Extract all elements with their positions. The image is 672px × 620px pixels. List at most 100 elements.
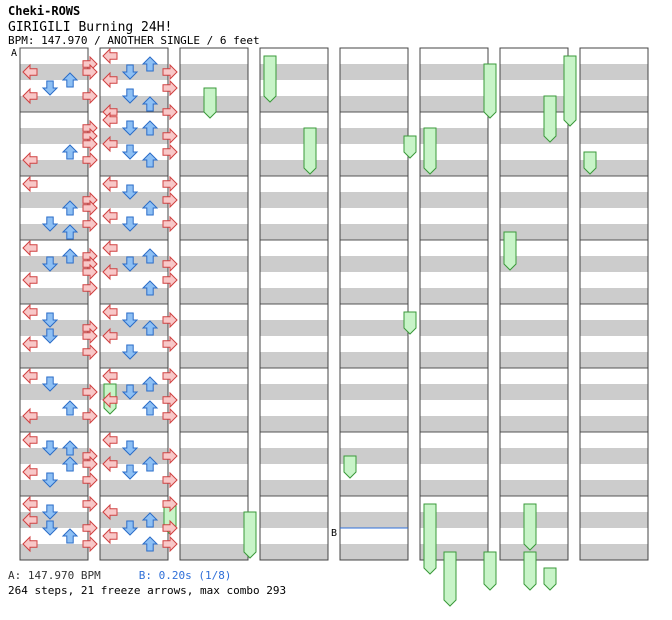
freeze-arrow xyxy=(443,551,457,607)
beat-stripe xyxy=(260,320,328,336)
beat-stripe xyxy=(420,336,488,352)
column-border xyxy=(339,47,409,561)
beat-stripe xyxy=(260,464,328,480)
beat-stripe xyxy=(420,528,488,544)
beat-stripe xyxy=(260,384,328,400)
beat-stripe xyxy=(100,432,168,448)
beat-stripe xyxy=(340,528,408,544)
beat-stripe xyxy=(580,192,648,208)
beat-stripe xyxy=(180,464,248,480)
beat-stripe xyxy=(580,336,648,352)
beat-stripe xyxy=(180,304,248,320)
beat-stripe xyxy=(580,416,648,432)
beat-stripe xyxy=(580,112,648,128)
freeze-arrow xyxy=(423,503,437,575)
column-border xyxy=(99,47,169,561)
chart-column xyxy=(259,47,329,561)
freeze-arrow xyxy=(483,551,497,591)
beat-stripe xyxy=(340,512,408,528)
beat-stripe xyxy=(500,384,568,400)
brand-title: Cheki-ROWS xyxy=(8,4,81,18)
beat-stripe xyxy=(260,176,328,192)
beat-stripe xyxy=(20,112,88,128)
beat-stripe xyxy=(180,512,248,528)
beat-stripe xyxy=(260,336,328,352)
beat-stripe xyxy=(580,256,648,272)
beat-stripe xyxy=(340,160,408,176)
beat-stripe xyxy=(420,464,488,480)
beat-stripe xyxy=(180,48,248,64)
freeze-arrow xyxy=(203,87,217,119)
beat-stripe xyxy=(500,320,568,336)
beat-stripe xyxy=(260,240,328,256)
beat-stripe xyxy=(580,80,648,96)
freeze-arrow xyxy=(343,455,357,479)
beat-stripe xyxy=(500,432,568,448)
column-border xyxy=(579,47,649,561)
beat-stripe xyxy=(20,352,88,368)
beat-stripe xyxy=(580,96,648,112)
beat-stripe xyxy=(420,240,488,256)
beat-stripe xyxy=(100,160,168,176)
beat-stripe xyxy=(500,464,568,480)
beat-stripe xyxy=(100,176,168,192)
freeze-arrow xyxy=(243,511,257,559)
beat-stripe xyxy=(580,368,648,384)
beat-stripe xyxy=(20,48,88,64)
freeze-arrow xyxy=(503,231,517,271)
beat-stripe xyxy=(180,224,248,240)
beat-stripe xyxy=(20,368,88,384)
beat-stripe xyxy=(420,384,488,400)
beat-stripe xyxy=(500,400,568,416)
beat-stripe xyxy=(420,144,488,160)
beat-stripe xyxy=(100,496,168,512)
beat-stripe xyxy=(180,288,248,304)
stop-marker-label: B xyxy=(331,528,337,539)
beat-stripe xyxy=(340,192,408,208)
beat-stripe xyxy=(180,544,248,560)
beat-stripe xyxy=(20,160,88,176)
column-border xyxy=(259,47,329,561)
beat-stripe xyxy=(340,240,408,256)
beat-stripe xyxy=(500,352,568,368)
beat-stripe xyxy=(500,80,568,96)
beat-stripe xyxy=(500,192,568,208)
beat-stripe xyxy=(580,480,648,496)
beat-stripe xyxy=(580,320,648,336)
beat-stripe xyxy=(580,64,648,80)
beat-stripe xyxy=(580,512,648,528)
beat-stripe xyxy=(180,448,248,464)
beat-stripe xyxy=(500,416,568,432)
beat-stripe xyxy=(260,112,328,128)
beat-stripe xyxy=(340,256,408,272)
beat-stripe xyxy=(180,208,248,224)
beat-stripe xyxy=(500,304,568,320)
beat-stripe xyxy=(420,192,488,208)
beat-stripe xyxy=(420,128,488,144)
beat-stripe xyxy=(20,512,88,528)
beat-stripe xyxy=(500,208,568,224)
beat-stripe xyxy=(580,288,648,304)
beat-stripe xyxy=(340,176,408,192)
beat-stripe xyxy=(420,96,488,112)
beat-stripe xyxy=(20,272,88,288)
beat-stripe xyxy=(420,48,488,64)
beat-stripe xyxy=(500,368,568,384)
beat-stripe xyxy=(340,304,408,320)
stop-legend: B: 0.20s (1/8) xyxy=(138,569,232,582)
beat-stripe xyxy=(260,64,328,80)
beat-stripe xyxy=(340,464,408,480)
beat-stripe xyxy=(260,352,328,368)
beat-stripe xyxy=(100,288,168,304)
freeze-arrow xyxy=(563,55,577,127)
chart-stats: 264 steps, 21 freeze arrows, max combo 2… xyxy=(8,584,287,597)
beat-stripe xyxy=(420,400,488,416)
beat-stripe xyxy=(260,544,328,560)
freeze-arrow xyxy=(303,127,317,175)
beat-stripe xyxy=(340,336,408,352)
beat-stripe xyxy=(420,496,488,512)
beat-stripe xyxy=(260,80,328,96)
beat-stripe xyxy=(180,160,248,176)
beat-stripe xyxy=(260,208,328,224)
